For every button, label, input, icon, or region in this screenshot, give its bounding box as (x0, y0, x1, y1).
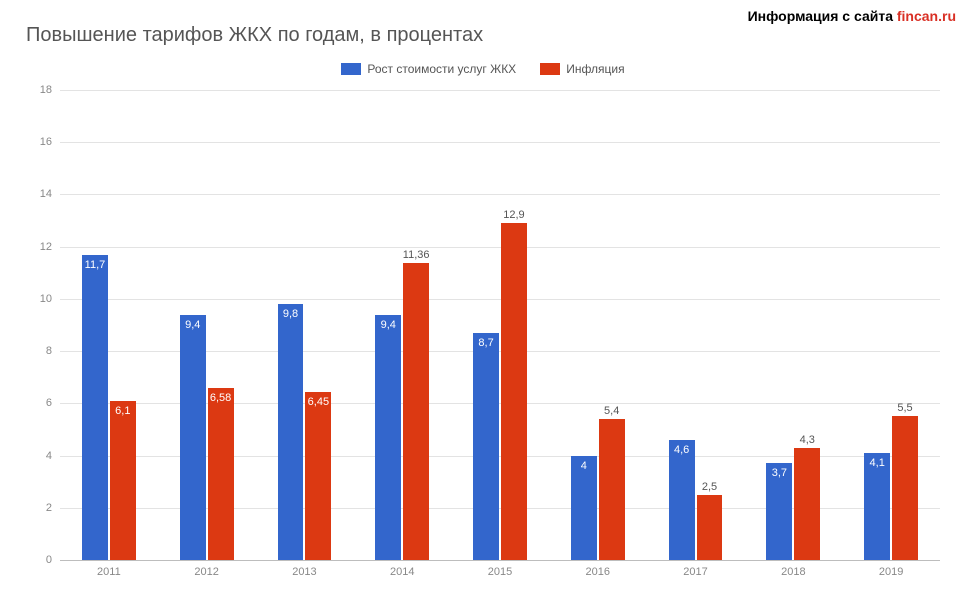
bar-value-label: 9,4 (185, 319, 200, 331)
y-axis-tick-label: 6 (46, 397, 60, 409)
bar: 11,36 (403, 263, 429, 560)
bar: 6,45 (305, 392, 331, 560)
x-axis-tick-label: 2017 (683, 560, 707, 578)
bar-value-label: 9,4 (381, 319, 396, 331)
bar-value-label: 5,4 (604, 405, 619, 419)
x-axis-tick-label: 2012 (194, 560, 218, 578)
y-axis-tick-label: 16 (40, 136, 60, 148)
bar: 9,4 (375, 315, 401, 560)
plot-area: 024681012141618201111,76,120129,46,58201… (60, 90, 940, 560)
bar: 6,58 (208, 388, 234, 560)
bar: 9,4 (180, 315, 206, 560)
y-axis-tick-label: 0 (46, 554, 60, 566)
bar-value-label: 9,8 (283, 308, 298, 320)
x-axis-tick-label: 2011 (97, 560, 121, 578)
bar: 4,6 (669, 440, 695, 560)
bar: 11,7 (82, 255, 108, 561)
x-axis-tick-label: 2016 (586, 560, 610, 578)
bar-value-label: 6,1 (115, 405, 130, 417)
legend-item-0: Рост стоимости услуг ЖКХ (341, 62, 516, 76)
chart-container: Информация с сайта fincan.ru Повышение т… (0, 0, 966, 600)
x-axis-tick-label: 2015 (488, 560, 512, 578)
x-axis-tick-label: 2013 (292, 560, 316, 578)
legend: Рост стоимости услуг ЖКХ Инфляция (0, 62, 966, 78)
bar: 6,1 (110, 401, 136, 560)
gridline (60, 90, 940, 91)
bar: 4,1 (864, 453, 890, 560)
x-axis-tick-label: 2018 (781, 560, 805, 578)
legend-item-1: Инфляция (540, 62, 624, 76)
legend-swatch (540, 63, 560, 75)
bar: 4,3 (794, 448, 820, 560)
bar-value-label: 4,3 (800, 434, 815, 448)
bar-value-label: 6,45 (308, 396, 329, 408)
x-axis-tick-label: 2019 (879, 560, 903, 578)
y-axis-tick-label: 8 (46, 345, 60, 357)
bar-value-label: 4,6 (674, 444, 689, 456)
attribution-site: fincan.ru (897, 8, 956, 24)
bar-value-label: 11,36 (403, 249, 430, 263)
gridline (60, 142, 940, 143)
x-axis-tick-label: 2014 (390, 560, 414, 578)
y-axis-tick-label: 18 (40, 84, 60, 96)
bar: 2,5 (697, 495, 723, 560)
bar-value-label: 11,7 (85, 259, 106, 271)
bar-value-label: 8,7 (478, 337, 493, 349)
attribution-prefix: Информация с сайта (748, 8, 897, 24)
bar: 12,9 (501, 223, 527, 560)
y-axis-tick-label: 4 (46, 450, 60, 462)
legend-label: Инфляция (566, 62, 624, 76)
y-axis-tick-label: 2 (46, 502, 60, 514)
bar: 9,8 (278, 304, 304, 560)
bar-value-label: 6,58 (210, 392, 231, 404)
bar-value-label: 12,9 (503, 209, 524, 223)
legend-label: Рост стоимости услуг ЖКХ (367, 62, 516, 76)
bar-value-label: 3,7 (772, 467, 787, 479)
y-axis-tick-label: 12 (40, 241, 60, 253)
gridline (60, 194, 940, 195)
legend-swatch (341, 63, 361, 75)
bar-value-label: 5,5 (897, 402, 912, 416)
bar: 8,7 (473, 333, 499, 560)
y-axis-tick-label: 10 (40, 293, 60, 305)
bar: 4 (571, 456, 597, 560)
bar: 5,5 (892, 416, 918, 560)
attribution: Информация с сайта fincan.ru (748, 8, 956, 24)
bar: 3,7 (766, 463, 792, 560)
bar-value-label: 4 (581, 460, 587, 472)
bar-value-label: 2,5 (702, 481, 717, 495)
chart-title: Повышение тарифов ЖКХ по годам, в процен… (26, 24, 483, 47)
bar-value-label: 4,1 (870, 457, 885, 469)
y-axis-tick-label: 14 (40, 188, 60, 200)
bar: 5,4 (599, 419, 625, 560)
